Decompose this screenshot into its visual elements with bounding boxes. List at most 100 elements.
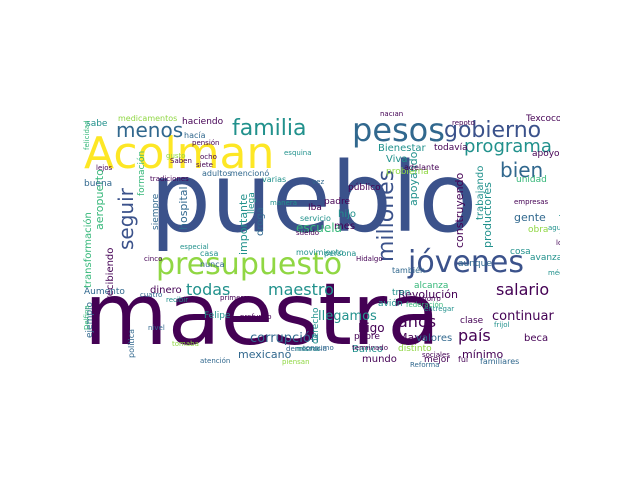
word-hacian: hacían: [380, 112, 404, 118]
word-clase: clase: [460, 316, 484, 326]
word-cloud: pueblo maestra Acolman presupuesto jóvenes pe…: [80, 112, 560, 368]
word-menciono: mencionó: [230, 169, 270, 178]
word-piensan: piensan: [282, 358, 310, 366]
word-programa: programa: [464, 136, 552, 157]
word-mes: mes: [334, 221, 356, 232]
word-salario: salario: [496, 280, 550, 299]
word-rigo: Rigo: [358, 321, 385, 335]
word-aumento: Aumento: [84, 287, 125, 297]
word-transformacion: transformación: [83, 212, 94, 288]
word-repoto: repoto: [452, 119, 475, 127]
word-cosa: cosa: [510, 247, 531, 257]
word-droga: droga: [255, 207, 266, 236]
word-felicidad: felicidad: [83, 120, 91, 150]
word-acolman: Acolman: [84, 128, 275, 179]
word-servicio: servicio: [300, 214, 331, 223]
word-pueblo: pueblo: [150, 142, 478, 254]
word-lejos: lejos: [96, 164, 113, 172]
word-distinto: distinto: [398, 344, 432, 354]
word-apoyo: apoyo: [532, 149, 560, 159]
word-felipe: Felipe: [204, 311, 231, 321]
word-sueldo: sueldo: [296, 229, 320, 237]
word-persona: persona: [324, 249, 357, 258]
word-adultos: adultos: [202, 169, 232, 178]
word-cinco: cinco: [144, 255, 163, 263]
word-movimiento: movimiento: [296, 248, 344, 257]
word-profundo: profundo: [240, 313, 272, 321]
word-tomaba: tomaba: [172, 340, 199, 348]
word-derecho: derecho: [311, 307, 321, 344]
word-minimo: mínimo: [462, 348, 504, 361]
word-adelante: adelante: [404, 163, 440, 172]
word-reforma: Reforma: [410, 361, 440, 369]
word-recibiendo: recibiendo: [105, 247, 116, 300]
word-democracia: democracia: [286, 345, 327, 353]
word-valores: valores: [416, 333, 453, 344]
word-construyendo: construyendo: [453, 172, 466, 248]
word-pesos: pesos: [352, 112, 445, 149]
word-familiares: familiares: [480, 357, 520, 366]
word-mundo: mundo: [362, 354, 397, 365]
word-haciendo: haciendo: [182, 117, 224, 127]
word-bien: bien: [500, 158, 544, 182]
word-problema: problema: [386, 167, 429, 177]
word-familia: familia: [232, 116, 307, 141]
word-politica: política: [127, 328, 136, 358]
word-trabajando: trabajando: [475, 165, 486, 220]
word-tradiciones: tradiciones: [150, 175, 189, 183]
word-aunque: aunque: [458, 259, 492, 269]
word-banco: Banco: [352, 344, 383, 355]
word-saben: Saben: [170, 157, 192, 165]
word-dinero: dinero: [150, 285, 182, 296]
word-pobre: pobre: [354, 332, 380, 342]
word-mayor: Mayor: [398, 331, 432, 344]
word-anos: años: [398, 312, 437, 331]
word-formacion: formación: [137, 150, 147, 196]
word-casa: casa: [200, 249, 219, 258]
word-viva: Viva: [386, 154, 408, 165]
word-especial: especial: [180, 243, 209, 251]
word-pais: país: [458, 326, 491, 345]
word-llegamos: llegamos: [318, 309, 377, 324]
word-texcoco: Texcoco: [526, 114, 560, 124]
word-manera: manera: [270, 199, 298, 207]
word-sociales: sociales: [422, 351, 450, 359]
word-ocho: ocho: [200, 153, 217, 161]
word-atencion: atención: [200, 357, 231, 365]
word-publico: público: [348, 183, 381, 193]
word-nivel: nivel: [148, 324, 165, 332]
word-varias: varias: [262, 175, 287, 184]
word-tren: tren: [392, 288, 411, 298]
word-federacion: federación: [406, 301, 444, 309]
word-empresas: empresas: [514, 198, 549, 206]
word-menos: menos: [116, 118, 184, 142]
word-todavia: todavía: [434, 143, 468, 153]
word-nunca: nunca: [200, 260, 225, 269]
word-gente: gente: [514, 211, 546, 224]
word-hidalgo: Hidalgo: [356, 255, 383, 263]
word-agua: agua: [548, 224, 560, 232]
word-tambien: también: [392, 266, 426, 275]
word-cuatro: cuatro: [140, 291, 163, 299]
word-escuela: escuela: [296, 221, 342, 235]
word-apoyando: apoyando: [407, 151, 420, 206]
word-obra: obra: [528, 225, 549, 235]
word-ahorro: ahorro: [418, 295, 441, 303]
word-alcanza: alcanza: [414, 281, 449, 291]
word-gobierno: gobierno: [444, 118, 542, 143]
word-unidad: unidad: [516, 175, 547, 185]
word-pension: pensión: [192, 139, 220, 147]
word-bienestar: Bienestar: [378, 143, 426, 154]
word-beca: beca: [524, 333, 549, 344]
word-siempre: siempre: [151, 193, 161, 230]
word-mejor: mejor: [424, 355, 451, 365]
word-continuar: continuar: [492, 309, 554, 324]
word-buena: buena: [84, 179, 113, 189]
word-vez: vez: [312, 178, 325, 186]
word-iba: Iba: [308, 203, 322, 213]
word-avion: avión: [378, 299, 403, 309]
word-logro: logró: [556, 239, 560, 247]
word-todas: todas: [186, 280, 231, 299]
word-jovenes: jóvenes: [408, 245, 525, 280]
word-esquina: esquina: [284, 149, 312, 157]
